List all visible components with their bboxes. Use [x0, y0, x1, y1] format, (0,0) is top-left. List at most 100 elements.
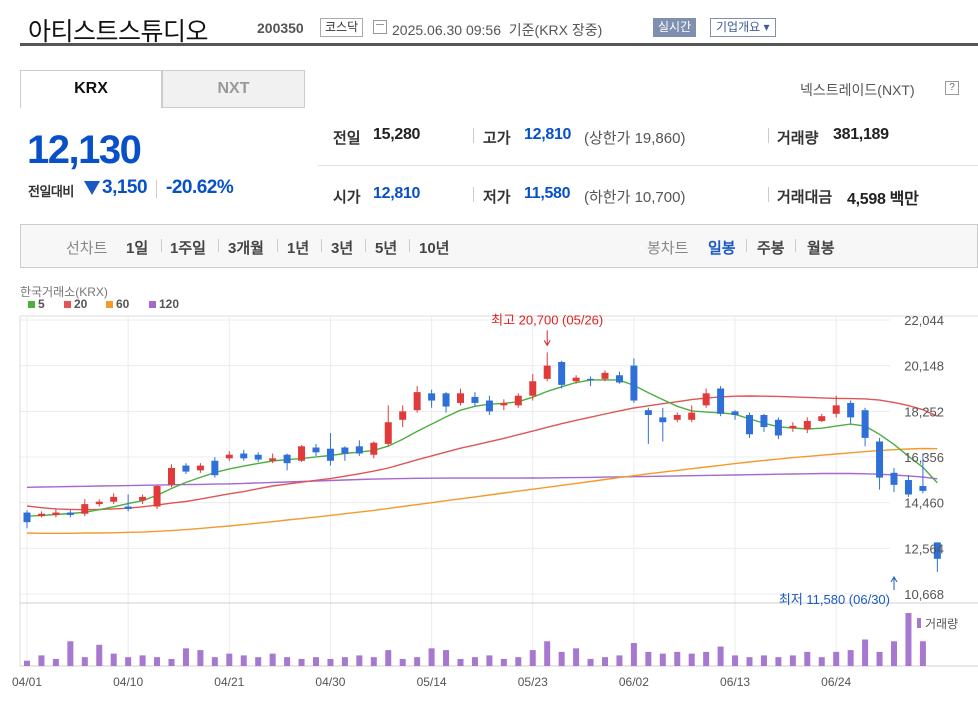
volume-bar — [876, 651, 883, 666]
volume-bar — [573, 648, 580, 666]
ma5-line — [26, 379, 938, 517]
nextrade-link[interactable]: 넥스트레이드(NXT) — [800, 82, 915, 98]
volume-bar — [341, 657, 348, 666]
divider — [321, 239, 322, 252]
candle-body — [919, 486, 927, 491]
candle-body — [904, 480, 912, 495]
candle-body — [95, 501, 103, 505]
low-value: 11,580 — [524, 185, 571, 202]
candle-body — [269, 458, 277, 461]
volume-bar — [746, 657, 753, 666]
candle-body — [457, 393, 464, 403]
volume-bar — [67, 641, 74, 666]
candle-body — [558, 362, 566, 385]
volume-bar — [269, 653, 276, 666]
volume-bar — [110, 653, 117, 666]
quote-date: 2025.06.30 09:56 기준(KRX 장중) — [392, 22, 603, 38]
candle-body — [529, 381, 537, 396]
candle-body — [240, 453, 248, 459]
volume-bar — [616, 655, 623, 666]
prev-close-value: 15,280 — [373, 126, 421, 143]
volume-bar — [674, 651, 681, 666]
candle-body — [110, 496, 118, 502]
volume-bar — [688, 653, 695, 666]
candle-body — [615, 375, 623, 383]
divider — [365, 239, 366, 252]
volume-bar — [154, 657, 161, 666]
volume-bar — [529, 650, 536, 666]
company-info-dropdown[interactable]: 기업개요 ▾ — [710, 18, 776, 37]
period-5y[interactable]: 5년 — [375, 240, 398, 257]
candle-weekly[interactable]: 주봉 — [757, 240, 785, 257]
help-icon[interactable]: ? — [945, 81, 959, 95]
candle-body — [861, 410, 869, 438]
candle-body — [370, 442, 378, 455]
open-label: 시가 — [333, 189, 361, 206]
candle-body — [818, 416, 826, 422]
divider — [156, 180, 157, 198]
volume-bar — [428, 648, 435, 666]
volume-bar — [125, 657, 132, 666]
tab-krx[interactable]: KRX — [20, 70, 162, 108]
ma20-line — [26, 395, 938, 511]
ma-legend-swatch — [106, 301, 113, 308]
stock-header: 아티스트스튜디오 200350 코스닥 2025.06.30 09:56 기준(… — [20, 8, 978, 46]
high-label: 고가 — [483, 130, 511, 147]
volume-bar — [399, 658, 406, 666]
period-1w[interactable]: 1주일 — [170, 240, 206, 257]
volume-bar — [96, 644, 103, 666]
period-10y[interactable]: 10년 — [419, 240, 450, 257]
candle-body — [413, 392, 421, 411]
candle-body — [139, 496, 147, 501]
volume-bar — [760, 655, 767, 666]
divider — [746, 239, 747, 252]
volume-bar — [313, 657, 319, 666]
candle-body — [196, 465, 204, 471]
candle-body — [153, 486, 161, 507]
candle-body — [630, 365, 638, 401]
volume-bar — [862, 639, 869, 666]
ma120-line — [26, 472, 938, 488]
candle-body — [789, 425, 797, 429]
divider — [409, 239, 410, 252]
volume-bar — [197, 650, 204, 666]
volume-bar — [471, 657, 478, 666]
period-3m[interactable]: 3개월 — [228, 240, 264, 257]
period-1d[interactable]: 1일 — [126, 240, 149, 257]
candle-body — [500, 402, 508, 406]
candle-body — [572, 377, 580, 382]
divider — [473, 187, 474, 202]
volume-value: 381,189 — [833, 126, 889, 143]
candle-body — [168, 467, 175, 485]
volume-bar — [240, 655, 247, 666]
candle-daily[interactable]: 일봉 — [708, 240, 736, 257]
candle-chart-label: 봉차트 — [647, 240, 689, 257]
volume-bar — [544, 641, 551, 666]
high-annotation: 최고 20,700 (05/26) — [491, 312, 603, 327]
x-tick-label: 04/30 — [315, 675, 345, 689]
source-label: 한국거래소(KRX) — [20, 285, 108, 299]
candle-body — [283, 454, 291, 464]
candle-body — [23, 512, 31, 523]
tab-nxt[interactable]: NXT — [162, 70, 305, 108]
volume-bar — [919, 641, 926, 666]
volume-bar — [298, 658, 305, 666]
candle-body — [514, 395, 522, 406]
period-3y[interactable]: 3년 — [331, 240, 354, 257]
candle-body — [659, 417, 667, 423]
low-label: 저가 — [483, 189, 511, 206]
realtime-button[interactable]: 실시간 — [653, 18, 697, 37]
candle-body — [442, 393, 450, 407]
amount-label: 거래대금 — [777, 189, 833, 206]
candle-body — [673, 414, 681, 420]
amount-value: 4,598 백만 — [847, 191, 919, 208]
candle-monthly[interactable]: 월봉 — [807, 240, 835, 257]
y-tick-label: 20,148 — [904, 359, 944, 374]
candle-body — [933, 542, 941, 559]
candle-body — [52, 512, 60, 515]
volume-bar — [645, 651, 652, 666]
low-arrow-head — [890, 576, 898, 583]
volume-bar — [139, 655, 146, 666]
change-value: 3,150 — [102, 177, 148, 198]
period-1y[interactable]: 1년 — [287, 240, 310, 257]
